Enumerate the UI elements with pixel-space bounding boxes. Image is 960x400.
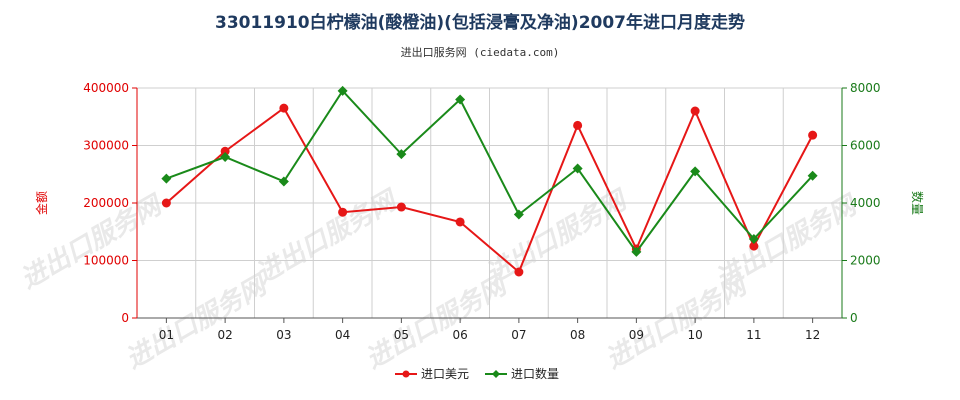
y-left-tick-label: 0	[121, 311, 129, 325]
data-point-diamond	[572, 163, 583, 174]
data-point-diamond	[220, 152, 231, 162]
legend-marker-circle	[402, 370, 410, 378]
data-point-diamond	[161, 173, 172, 184]
data-point-diamond	[278, 176, 289, 187]
y-axis-left-label: 金额	[34, 191, 49, 215]
chart-subtitle: 进出口服务网 (ciedata.com)	[401, 45, 560, 59]
x-tick-label: 05	[394, 328, 409, 342]
data-point-circle	[338, 207, 348, 217]
data-point-diamond	[690, 166, 701, 177]
legend: 进口美元 进口数量	[395, 366, 559, 381]
series	[161, 85, 818, 277]
data-point-circle	[161, 198, 171, 208]
x-tick-label: 09	[629, 328, 644, 342]
x-tick-label: 12	[805, 328, 820, 342]
data-point-circle	[808, 130, 818, 140]
watermark-text: 进出口服务网	[121, 269, 275, 375]
legend-marker-diamond	[492, 370, 500, 378]
data-point-diamond	[337, 85, 348, 96]
y-right-tick-label: 4000	[850, 196, 881, 210]
x-tick-label: 08	[570, 328, 585, 342]
y-right-tick-label: 0	[850, 311, 858, 325]
watermark-text: 进出口服务网	[601, 269, 755, 375]
data-point-circle	[279, 103, 289, 113]
y-right-tick-label: 6000	[850, 139, 881, 153]
data-point-circle	[690, 106, 700, 116]
chart-title: 33011910白柠檬油(酸橙油)(包括浸膏及净油)2007年进口月度走势	[215, 12, 745, 33]
axes: 0 100000 200000 300000 400000 0 2000 4000 6000 80…	[83, 81, 880, 342]
data-point-circle	[455, 217, 465, 227]
data-point-diamond	[631, 246, 642, 257]
data-point-diamond	[807, 170, 818, 181]
data-point-diamond	[748, 233, 759, 244]
y-right-tick-label: 8000	[850, 81, 881, 95]
data-point-circle	[749, 241, 759, 251]
x-tick-label: 02	[217, 328, 232, 342]
watermark-text: 进出口服务网	[361, 269, 515, 375]
x-tick-label: 07	[511, 328, 526, 342]
data-point-diamond	[455, 94, 466, 105]
watermark-text: 进出口服务网	[481, 184, 635, 290]
y-left-tick-label: 300000	[83, 139, 129, 153]
y-left-tick-label: 200000	[83, 196, 129, 210]
legend-label: 进口数量	[511, 366, 559, 381]
data-point-circle	[573, 120, 583, 130]
y-left-tick-label: 100000	[83, 254, 129, 268]
x-tick-label: 06	[452, 328, 467, 342]
x-tick-label: 11	[746, 328, 761, 342]
data-point-circle	[220, 146, 230, 156]
series-line-right	[166, 89, 814, 254]
data-point-circle	[514, 267, 524, 277]
y-axis-right-label: 数量	[910, 191, 925, 215]
y-right-tick-label: 2000	[850, 254, 881, 268]
x-tick-label: 04	[335, 328, 350, 342]
legend-label: 进口美元	[421, 367, 469, 381]
x-tick-label: 10	[687, 328, 702, 342]
data-point-diamond	[396, 149, 407, 160]
y-left-tick-label: 400000	[83, 81, 129, 95]
series-line-left	[165, 106, 814, 274]
watermark-text: 进出口服务网	[251, 184, 405, 290]
data-point-circle	[396, 202, 406, 212]
x-tick-label: 01	[159, 328, 174, 342]
x-tick-label: 03	[276, 328, 291, 342]
data-point-diamond	[513, 209, 524, 220]
